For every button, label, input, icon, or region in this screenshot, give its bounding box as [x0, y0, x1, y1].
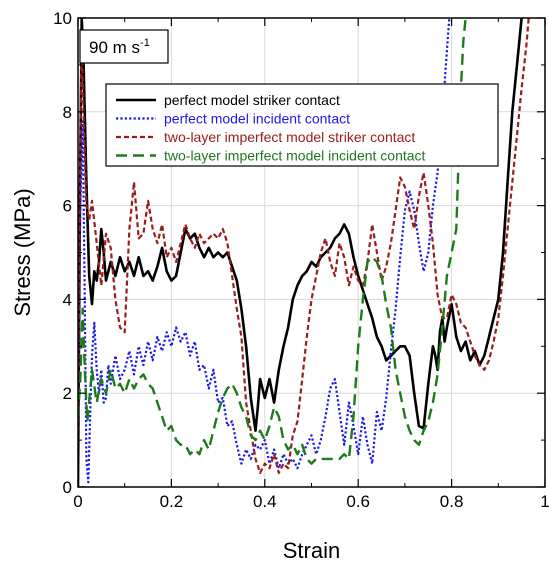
x-tick-label: 0.4: [253, 492, 277, 511]
series-line-1: [78, 18, 523, 487]
x-axis-title: Strain: [283, 538, 340, 563]
svg-text:90 m s-1: 90 m s-1: [89, 37, 150, 57]
y-tick-label: 2: [63, 384, 72, 403]
legend-label-3: two-layer imperfect model striker contac…: [164, 129, 415, 145]
legend-box: [105, 83, 499, 167]
x-tick-label: 0.8: [440, 492, 464, 511]
y-tick-label: 0: [63, 478, 72, 497]
velocity-annotation-exponent: -1: [140, 37, 150, 49]
legend: perfect model striker contact perfect mod…: [105, 83, 499, 167]
legend-label-1: perfect model striker contact: [164, 92, 340, 108]
x-tick-label: 1: [540, 492, 549, 511]
x-tick-label: 0.2: [160, 492, 184, 511]
velocity-annotation-text: 90 m s: [89, 38, 140, 57]
y-tick-label: 4: [63, 290, 72, 309]
x-tick-label: 0.6: [346, 492, 370, 511]
series-line-2: [78, 18, 451, 484]
series-lines: [78, 18, 530, 487]
x-tick-label: 0: [73, 492, 82, 511]
series-line-3: [78, 18, 530, 474]
velocity-annotation-box: [79, 29, 169, 64]
y-axis-title: Stress (MPa): [10, 188, 35, 316]
legend-label-4: two-layer imperfect model incident conta…: [164, 148, 426, 164]
y-tick-label: 8: [63, 103, 72, 122]
series-line-4: [78, 18, 467, 465]
y-tick-label: 6: [63, 197, 72, 216]
legend-label-2: perfect model incident contact: [164, 111, 350, 127]
y-tick-label: 10: [53, 9, 72, 28]
velocity-annotation: 90 m s-1: [79, 29, 169, 64]
